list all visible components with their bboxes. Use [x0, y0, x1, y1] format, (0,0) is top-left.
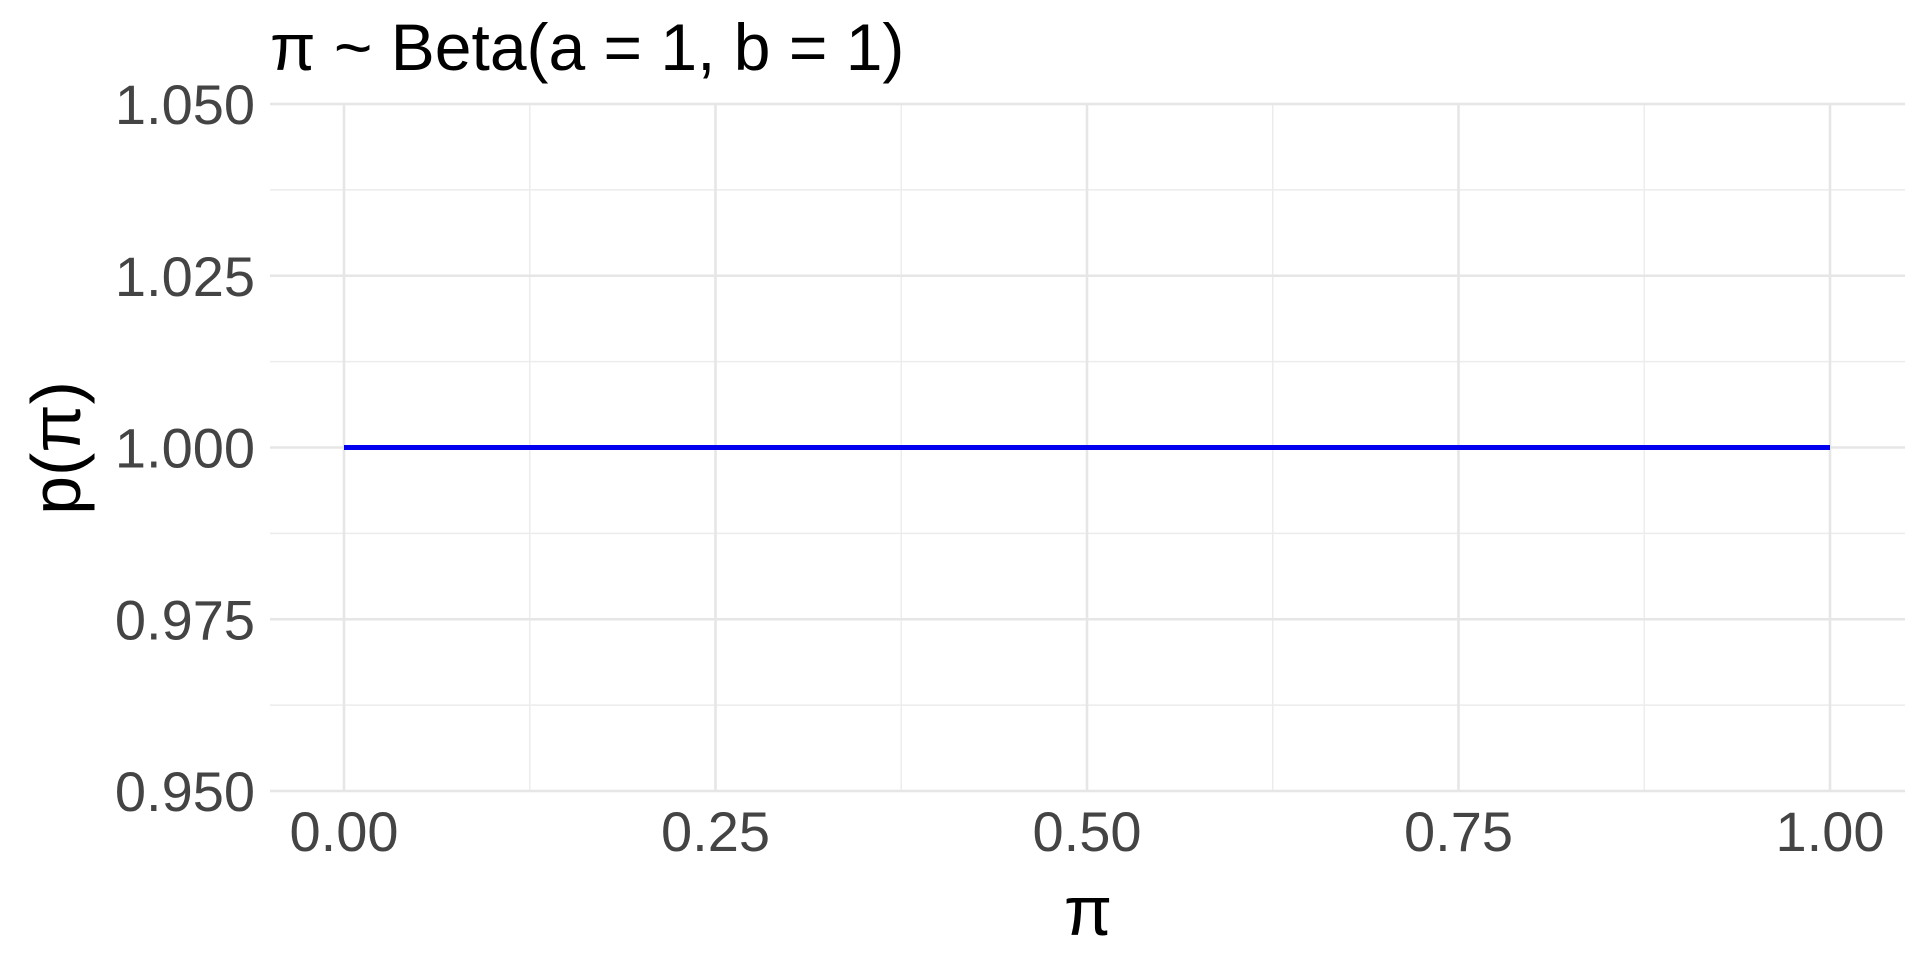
y-axis-label: p(π) [17, 381, 95, 515]
x-axis-label: π [1064, 872, 1112, 950]
x-tick-label: 0.75 [1404, 800, 1513, 863]
x-tick-label: 0.00 [290, 800, 399, 863]
chart-title: π ~ Beta(a = 1, b = 1) [270, 10, 904, 84]
x-tick-label: 0.25 [661, 800, 770, 863]
y-tick-label: 1.050 [115, 73, 255, 136]
x-tick-label: 1.00 [1776, 800, 1885, 863]
y-tick-label: 1.025 [115, 245, 255, 308]
x-axis-ticks: 0.00 0.25 0.50 0.75 1.00 [290, 800, 1885, 863]
y-tick-label: 0.975 [115, 588, 255, 651]
x-tick-label: 0.50 [1033, 800, 1142, 863]
y-axis-ticks: 0.950 0.975 1.000 1.025 1.050 [115, 73, 255, 823]
y-tick-label: 1.000 [115, 417, 255, 480]
y-tick-label: 0.950 [115, 760, 255, 823]
